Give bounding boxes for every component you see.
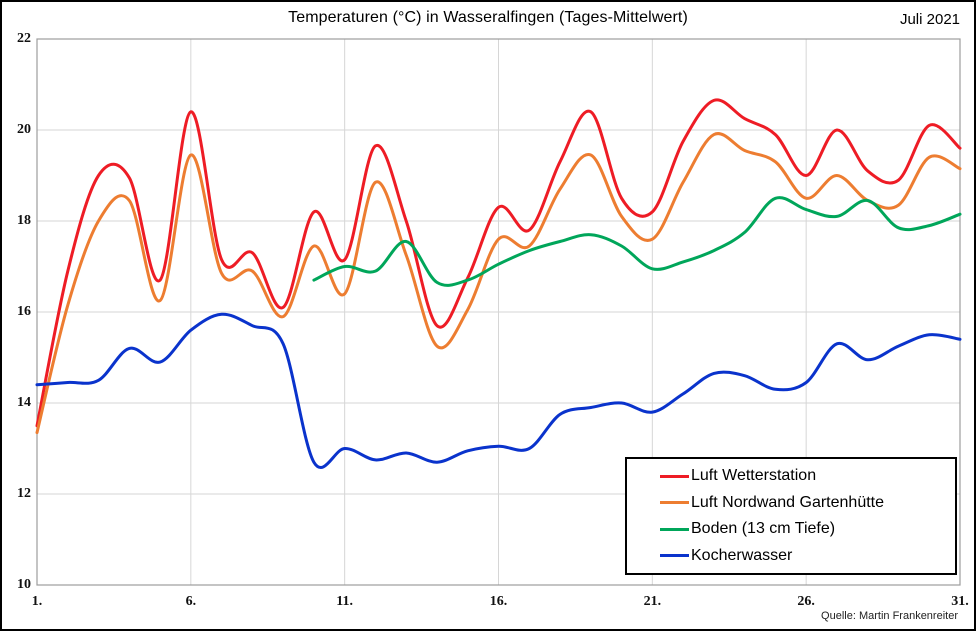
legend-color-line-icon	[660, 527, 689, 531]
y-tick-label: 14	[17, 395, 31, 410]
x-tick-label: 21.	[643, 594, 662, 609]
y-tick-label: 10	[17, 577, 31, 592]
legend-color-line-icon	[660, 501, 689, 505]
legend-color-line-icon	[660, 554, 689, 558]
legend-item: Luft Nordwand Gartenhütte	[660, 494, 955, 512]
x-tick-label: 31.	[951, 594, 969, 609]
legend-item: Kocherwasser	[660, 547, 955, 565]
legend-item: Boden (13 cm Tiefe)	[660, 520, 955, 538]
source-credit: Quelle: Martin Frankenreiter	[821, 610, 958, 622]
y-tick-label: 20	[17, 122, 31, 137]
x-tick-label: 26.	[797, 594, 815, 609]
series-line-luft-wetterstation	[35, 98, 962, 428]
series-line-boden-13-cm-tiefe-	[312, 196, 962, 287]
legend-item: Luft Wetterstation	[660, 467, 955, 485]
legend: Luft Wetterstation Luft Nordwand Gartenhü…	[625, 457, 957, 575]
plot-border	[36, 38, 961, 586]
legend-label: Kocherwasser	[691, 546, 793, 564]
y-tick-label: 22	[17, 31, 31, 46]
legend-label: Luft Wetterstation	[691, 467, 817, 485]
period-label: Juli 2021	[899, 11, 960, 28]
legend-label: Luft Nordwand Gartenhütte	[691, 493, 885, 511]
x-tick-label: 16.	[489, 594, 508, 609]
x-tick-label: 6.	[185, 594, 197, 609]
chart-title: Temperaturen (°C) in Wasseralfingen (Tag…	[288, 9, 688, 26]
y-tick-label: 12	[17, 486, 31, 501]
series-line-kocherwasser	[35, 312, 962, 469]
legend-color-line-icon	[660, 474, 689, 478]
y-tick-label: 18	[17, 213, 31, 228]
y-tick-label: 16	[17, 304, 31, 319]
legend-label: Boden (13 cm Tiefe)	[691, 520, 836, 538]
series-line-luft-nordwand-gartenh-tte	[35, 132, 962, 435]
x-tick-label: 1.	[31, 594, 43, 609]
x-tick-label: 11.	[336, 594, 354, 609]
